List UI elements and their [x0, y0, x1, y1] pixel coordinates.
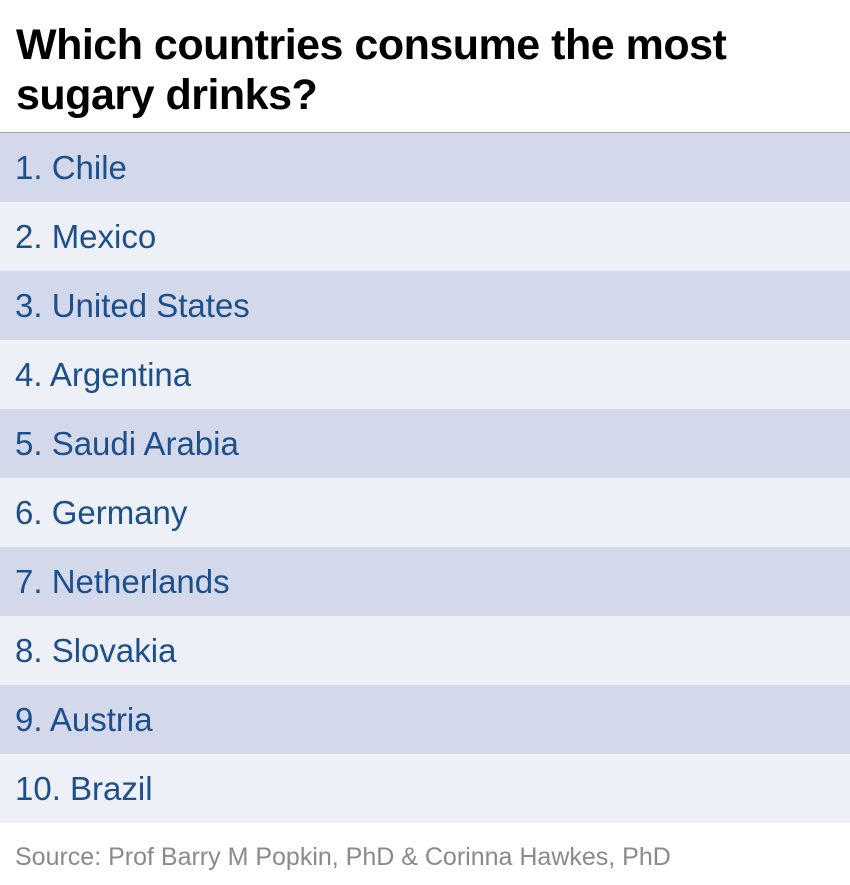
- ranking-list: 1. Chile 2. Mexico 3. United States 4. Arge…: [0, 132, 850, 823]
- list-row: 3. United States: [0, 271, 850, 340]
- list-row: 9. Austria: [0, 685, 850, 754]
- list-row: 2. Mexico: [0, 202, 850, 271]
- title: Which countries consume the most sugary …: [16, 21, 727, 119]
- list-row: 10. Brazil: [0, 754, 850, 823]
- source: Source: Prof Barry M Popkin, PhD & Corin…: [15, 843, 671, 871]
- list-row: 1. Chile: [0, 133, 850, 202]
- list-row: 8. Slovakia: [0, 616, 850, 685]
- list-row: 5. Saudi Arabia: [0, 409, 850, 478]
- list-row: 4. Argentina: [0, 340, 850, 409]
- list-row: 7. Netherlands: [0, 547, 850, 616]
- list-row: 6. Germany: [0, 478, 850, 547]
